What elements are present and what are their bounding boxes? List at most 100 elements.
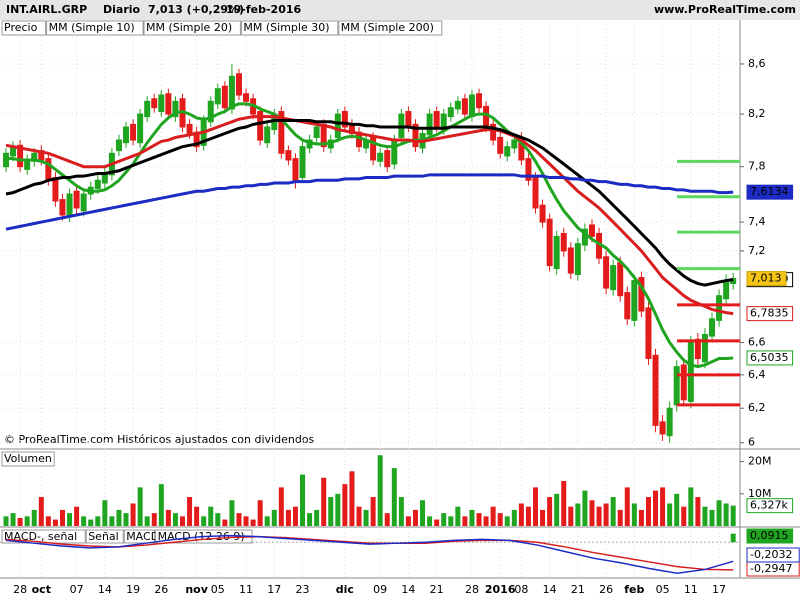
candle-body — [631, 280, 638, 321]
candle-body — [716, 295, 723, 321]
last-value-label-box — [746, 184, 794, 200]
candle-body — [680, 364, 687, 401]
volume-bar — [660, 487, 666, 526]
candle-body — [617, 262, 624, 297]
volume-bar — [3, 516, 9, 526]
x-tick-label: oct — [32, 583, 51, 596]
volume-bar — [250, 519, 256, 526]
volume-bar — [384, 513, 390, 526]
volume-bar — [610, 497, 616, 526]
volume-bar — [194, 506, 200, 526]
volume-bar — [137, 487, 143, 526]
candle-body — [52, 177, 59, 202]
last-value-label: 6,5035 — [750, 351, 789, 364]
volume-bar — [391, 468, 397, 526]
x-tick-label: 23 — [296, 583, 310, 596]
x-tick-label: 26 — [154, 583, 168, 596]
volume-bar — [349, 471, 355, 526]
volume-bar — [356, 506, 362, 526]
volume-bar — [109, 516, 115, 526]
volume-bar — [568, 506, 574, 526]
candle-body — [412, 123, 419, 148]
legend-box — [123, 529, 156, 544]
volume-bar — [434, 519, 440, 526]
volume-bar — [123, 513, 129, 526]
volume-bar — [342, 484, 348, 526]
volume-bar — [24, 516, 30, 526]
volume-bar — [441, 513, 447, 526]
last-value-label-box — [746, 306, 794, 322]
volume-bar — [525, 506, 531, 526]
volume-bar — [695, 497, 701, 526]
volume-bar — [554, 493, 560, 526]
candle-body — [567, 247, 574, 274]
volume-bar — [88, 519, 94, 526]
candle-body — [553, 235, 560, 270]
volume-bar — [730, 505, 736, 526]
volume-bar — [631, 503, 637, 526]
candle-body — [659, 421, 666, 435]
candle-body — [130, 123, 137, 141]
candle-body — [694, 338, 701, 360]
volume-bar — [222, 519, 228, 526]
x-tick-label: 17 — [712, 583, 726, 596]
candle-body — [334, 113, 341, 138]
volume-bar — [271, 509, 277, 526]
candle-body — [214, 88, 221, 105]
moving-average — [5, 173, 734, 231]
volume-bar — [702, 506, 708, 526]
candle-body — [137, 113, 144, 144]
volume-bar — [59, 509, 65, 526]
candle-body — [59, 199, 66, 216]
last-value-label-box — [746, 350, 794, 366]
volume-bar — [116, 509, 122, 526]
histogram-label: 0,0915 — [750, 529, 789, 542]
candle-body — [709, 318, 715, 337]
volume-bar — [645, 497, 651, 526]
legend-label: MM (Simple 200) — [341, 21, 434, 34]
y-tick-label: 7,2 — [748, 244, 766, 257]
x-tick-label: feb — [624, 583, 644, 596]
volume-bar — [462, 516, 468, 526]
volume-bar — [709, 509, 715, 526]
volume-bar — [314, 509, 320, 526]
candle-body — [490, 123, 497, 141]
moving-average — [6, 102, 734, 369]
candle-body — [468, 94, 475, 118]
macd-histogram-bar — [730, 533, 736, 543]
volume-bar — [455, 506, 461, 526]
y-tick-label: 20M — [748, 455, 772, 468]
x-tick-label: 21 — [430, 583, 444, 596]
volume-bar — [257, 500, 263, 526]
panel-title-box — [1, 451, 55, 467]
candle-body — [186, 123, 193, 135]
candle-body — [652, 354, 659, 426]
volume-bar — [448, 516, 454, 526]
quote: 7,013 (+0,29%) — [148, 3, 244, 16]
candle-body — [539, 204, 546, 223]
candle-body — [426, 113, 433, 136]
volume-bar — [533, 487, 538, 526]
candle-body — [384, 150, 391, 168]
legend-label: MM (Simple 30) — [243, 21, 329, 34]
volume-bar — [74, 506, 80, 526]
candle-body — [701, 334, 708, 363]
instrument: INT.AIRL.GRP — [6, 3, 87, 16]
x-tick-label: 28 — [13, 583, 27, 596]
volume-bar — [638, 509, 644, 526]
candle-body — [560, 233, 567, 252]
candle-body — [476, 93, 483, 109]
volume-bar — [81, 516, 87, 526]
candle-body — [687, 341, 694, 402]
candle-body — [165, 93, 172, 115]
candle-body — [285, 150, 292, 161]
volume-bar — [243, 516, 249, 526]
volume-bar — [469, 509, 475, 526]
y-tick-label: 8,6 — [748, 57, 766, 70]
legend-label: Precio — [4, 21, 38, 34]
volume-bar — [208, 506, 214, 526]
candle-body — [504, 146, 511, 157]
volume-bar — [45, 516, 51, 526]
candle-body — [405, 111, 412, 128]
